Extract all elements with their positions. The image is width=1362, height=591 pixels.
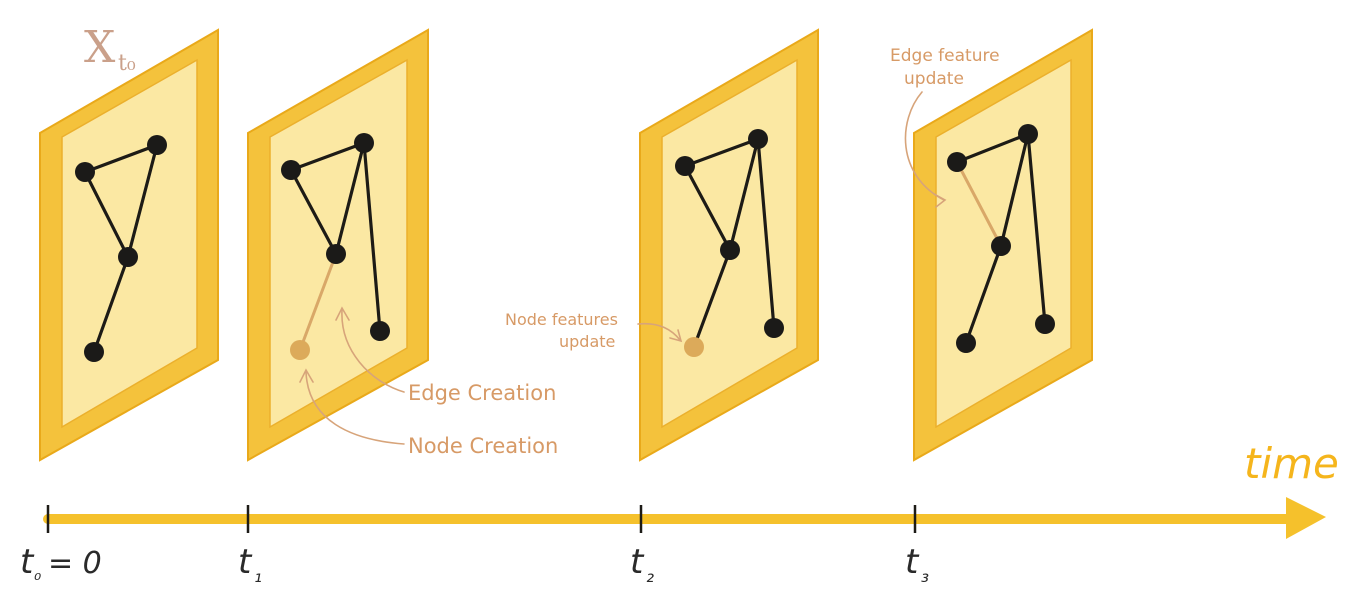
snapshot-frame-t1 — [247, 28, 429, 462]
tick-label-t0-sub: ₀ — [34, 564, 41, 585]
snapshot-frame-t2 — [639, 28, 819, 462]
graph-edge — [83, 170, 130, 259]
graph-node — [991, 236, 1011, 256]
node-features-label-line1: Node features — [505, 310, 618, 329]
tick-label-t3-sub: ₃ — [921, 563, 929, 587]
edge-feature-label-line1: Edge feature — [890, 46, 1000, 66]
graph-edge — [955, 132, 1030, 164]
tick-label-t1-sub: ₁ — [254, 563, 262, 587]
graph-edge — [692, 248, 732, 349]
tick-label-t3: t ₃ — [905, 542, 929, 587]
tick-label-t0-main: t — [20, 542, 35, 582]
new-node — [290, 340, 310, 360]
graph-edge — [683, 164, 732, 252]
graph-node — [1018, 124, 1038, 144]
node-creation-label: Node Creation — [408, 434, 558, 458]
node-features-arrow — [637, 322, 681, 341]
snapshot-label-sub: t₀ — [118, 51, 136, 76]
snapshot-label-main: X — [84, 22, 116, 73]
edge-feature-label-line2: update — [904, 69, 964, 89]
time-axis-label: time — [1244, 439, 1339, 488]
tick-label-t2: t ₂ — [630, 542, 654, 587]
edge-creation-arrow — [341, 309, 405, 393]
tick-label-t2-main: t — [630, 542, 645, 582]
graph-edge — [126, 143, 159, 259]
graph-edge — [289, 141, 366, 172]
tick-label-t1: t ₁ — [238, 542, 262, 587]
graph-node — [720, 240, 740, 260]
graph-node — [947, 152, 967, 172]
graph-edge — [334, 141, 366, 256]
edge-creation-arrowhead — [335, 306, 350, 321]
graph-node — [75, 162, 95, 182]
snapshot-label: X t₀ — [84, 22, 136, 76]
graph-edge — [83, 143, 159, 174]
graph-node — [748, 129, 768, 149]
graph-node — [118, 247, 138, 267]
graph-node — [354, 133, 374, 153]
graph-node — [370, 321, 390, 341]
node-features-label-line2: update — [559, 332, 615, 351]
graph-node — [1035, 314, 1055, 334]
graph-node — [764, 318, 784, 338]
tick-label-t0-suffix: = 0 — [48, 546, 102, 581]
edge-feature-arrow — [904, 91, 945, 201]
graph-edge — [92, 255, 130, 354]
graph-edge — [362, 141, 382, 333]
node-features-annotation: Node features update — [505, 310, 683, 351]
tick-label-t0: t ₀ = 0 — [20, 542, 102, 585]
graph-node — [675, 156, 695, 176]
graph-edge — [289, 168, 338, 256]
new-edge — [298, 252, 338, 352]
graph-edge — [999, 132, 1030, 248]
graph-node — [147, 135, 167, 155]
graph-node — [281, 160, 301, 180]
graph-edge — [756, 137, 776, 330]
tick-label-t3-main: t — [905, 542, 920, 582]
snapshot-frame-t3 — [913, 28, 1093, 462]
time-axis: time t ₀ = 0 t ₁ t ₂ t ₃ — [20, 439, 1339, 587]
updated-edge — [955, 160, 1003, 248]
edge-creation-annotation: Edge Creation — [335, 306, 556, 405]
node-creation-annotation: Node Creation — [299, 368, 558, 458]
tick-label-t1-main: t — [238, 542, 253, 582]
graph-node — [326, 244, 346, 264]
graph-node — [956, 333, 976, 353]
node-creation-arrow — [305, 371, 405, 445]
edge-feature-annotation: Edge feature update — [890, 46, 1000, 208]
snapshot-frame-t0 — [39, 28, 219, 462]
edge-creation-label: Edge Creation — [408, 381, 556, 405]
tick-label-t2-sub: ₂ — [646, 563, 654, 587]
node-features-arrowhead — [669, 329, 683, 343]
time-axis-arrowhead — [1286, 497, 1326, 539]
edge-feature-arrowhead — [933, 193, 947, 208]
graph-edge — [728, 137, 760, 252]
graph-edge — [964, 244, 1003, 345]
graph-edge — [683, 137, 760, 168]
graph-edge — [1026, 132, 1047, 326]
updated-node — [684, 337, 704, 357]
node-creation-arrowhead — [299, 368, 314, 383]
graph-node — [84, 342, 104, 362]
